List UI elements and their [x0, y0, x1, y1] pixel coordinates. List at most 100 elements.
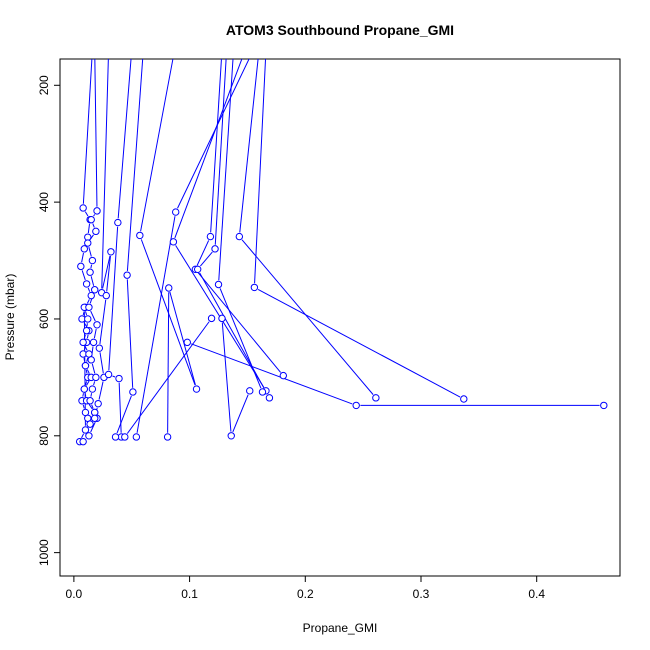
- series-segment: [99, 299, 107, 345]
- series-segment: [87, 287, 91, 292]
- data-point: [82, 326, 91, 335]
- series-segment: [200, 251, 213, 267]
- series-segment: [84, 211, 89, 217]
- data-point: [207, 314, 216, 323]
- data-point: [114, 218, 122, 227]
- data-point: [88, 256, 97, 265]
- data-point: [82, 280, 91, 288]
- series-segment: [191, 343, 353, 405]
- data-point: [79, 437, 87, 446]
- series-segment: [86, 299, 90, 304]
- data-point: [107, 248, 115, 256]
- y-axis: 200 400 600 800 1000: [37, 75, 60, 566]
- data-point: [102, 291, 110, 300]
- x-tick-label: 0.4: [528, 587, 545, 601]
- data-point: [132, 433, 141, 441]
- series-segment: [90, 264, 93, 269]
- data-point: [115, 374, 123, 383]
- data-point: [218, 314, 226, 323]
- data-point: [600, 401, 608, 410]
- series-segment: [232, 394, 249, 433]
- series-segment: [82, 404, 85, 409]
- series-segment: [90, 276, 95, 286]
- data-point: [87, 291, 95, 300]
- series-segment: [112, 375, 116, 378]
- series-segment: [91, 363, 96, 374]
- data-point: [85, 432, 93, 440]
- data-point: [246, 387, 254, 395]
- data-point: [84, 315, 92, 323]
- series-segment: [98, 381, 104, 400]
- series-segment: [214, 59, 227, 245]
- series-segment: [85, 369, 88, 374]
- series-segment: [93, 328, 97, 339]
- data-point: [79, 338, 87, 347]
- series-segment: [257, 288, 461, 398]
- data-point: [104, 370, 113, 379]
- points-layer: [75, 204, 608, 446]
- series-segment: [81, 270, 86, 281]
- series-segment: [93, 214, 96, 217]
- data-point: [214, 280, 223, 289]
- series-segment: [218, 59, 234, 281]
- series-segment: [99, 352, 104, 374]
- data-point: [265, 394, 274, 402]
- y-axis-label: Pressure (mbar): [3, 274, 17, 361]
- series-segment: [82, 393, 84, 397]
- data-point: [163, 433, 172, 441]
- series-segment: [94, 59, 98, 207]
- series-segment: [82, 59, 93, 204]
- data-point: [81, 426, 90, 434]
- series-segment: [81, 433, 85, 439]
- data-point: [460, 395, 468, 403]
- data-point: [92, 373, 100, 382]
- series-segment: [85, 311, 88, 316]
- data-point: [352, 401, 360, 410]
- series-segment: [169, 291, 196, 386]
- series-segment: [88, 403, 93, 410]
- data-point: [193, 265, 202, 274]
- y-tick-label: 400: [37, 192, 51, 212]
- series-segment: [126, 321, 210, 434]
- data-point: [93, 321, 101, 329]
- series-segment: [92, 223, 95, 228]
- series-segment: [126, 59, 144, 271]
- data-point: [84, 239, 92, 247]
- data-point: [192, 385, 201, 393]
- series-segment: [117, 59, 132, 219]
- data-point: [227, 432, 235, 440]
- x-axis: 0.0 0.1 0.2 0.3 0.4: [66, 576, 545, 601]
- series-segment: [86, 334, 89, 339]
- x-tick-label: 0.2: [297, 587, 314, 601]
- series-segment: [174, 59, 243, 239]
- data-point: [183, 338, 191, 347]
- series-segment: [86, 357, 89, 362]
- series-segment: [90, 310, 96, 322]
- data-point: [211, 245, 219, 253]
- data-point: [165, 284, 173, 292]
- series-segment: [136, 216, 176, 433]
- series-segment: [126, 279, 134, 388]
- series-segment: [197, 272, 282, 373]
- data-point: [85, 303, 93, 311]
- data-point: [81, 361, 90, 370]
- series-segment: [87, 223, 91, 234]
- y-tick-label: 1000: [37, 539, 51, 566]
- data-point: [279, 371, 288, 380]
- x-tick-label: 0.0: [66, 587, 83, 601]
- series-segment: [90, 421, 96, 433]
- series-segment: [86, 380, 90, 386]
- data-point: [87, 356, 95, 364]
- series-segment: [102, 255, 111, 289]
- data-point: [91, 414, 99, 422]
- data-point: [86, 420, 94, 428]
- plot-frame: [59, 58, 621, 577]
- data-point: [129, 388, 137, 396]
- series-segment: [167, 292, 170, 433]
- series-segment: [106, 255, 111, 292]
- series-segment: [221, 322, 232, 432]
- series-segment: [241, 239, 374, 395]
- data-point: [88, 385, 97, 393]
- data-point: [95, 344, 104, 352]
- chart-title: ATOM3 Southbound Propane_GMI: [226, 22, 454, 38]
